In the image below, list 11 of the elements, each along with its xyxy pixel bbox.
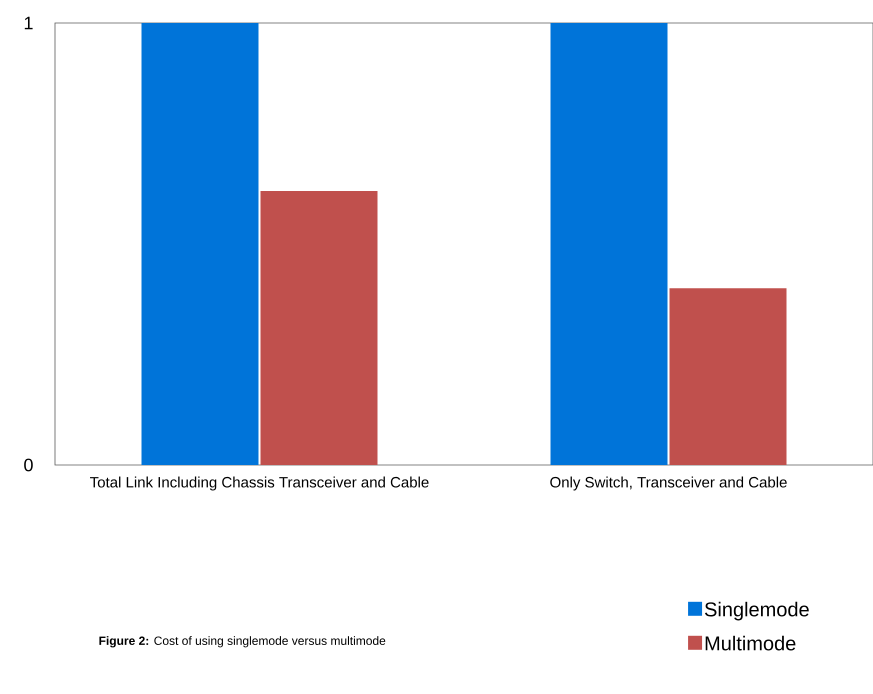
legend-label: Singlemode: [704, 602, 809, 620]
y-tick-label: 1: [24, 16, 33, 30]
y-tick-label: 0: [24, 458, 33, 472]
x-tick-label: Total Link Including Chassis Transceiver and Cable: [90, 476, 429, 491]
bar: [670, 288, 787, 465]
text: Figure 2: Cost of using singlemode versus multimode: [99, 636, 386, 648]
legend-label: Multimode: [706, 636, 796, 650]
x-tick-label: Only Switch, Transceiver and Cable: [550, 476, 787, 491]
bar: [142, 22, 258, 465]
bar: [260, 190, 378, 465]
bar: [550, 22, 668, 465]
